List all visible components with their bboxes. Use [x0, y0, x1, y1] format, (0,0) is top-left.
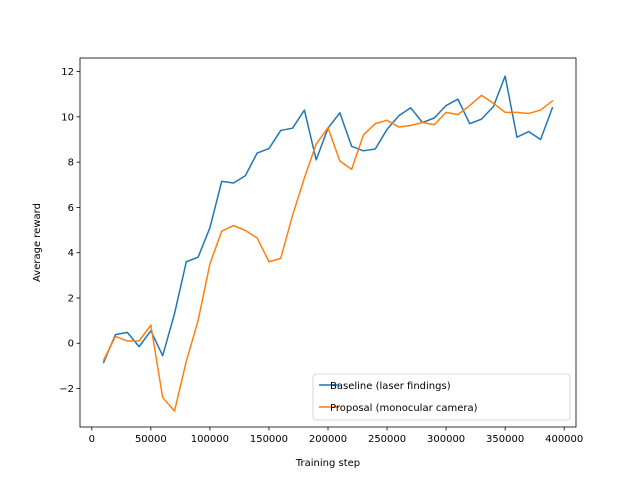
y-tick-label: 12: [61, 67, 74, 78]
series-line-1: [102, 94, 554, 412]
x-tick-label: 300000: [427, 434, 465, 445]
x-tick-label: 250000: [368, 434, 406, 445]
legend-frame: [312, 373, 571, 421]
y-tick-label: 8: [68, 158, 74, 169]
x-tick-label: 100000: [191, 434, 229, 445]
y-tick-label: −2: [59, 384, 74, 395]
y-axis-label: Average reward: [32, 203, 43, 282]
x-tick-label: 200000: [309, 434, 347, 445]
x-tick-label: 400000: [545, 434, 583, 445]
x-tick-label: 150000: [250, 434, 288, 445]
legend-label-proposal: Proposal (monocular camera): [330, 403, 478, 414]
y-tick-label: 0: [68, 339, 74, 350]
y-tick-label: 6: [68, 203, 74, 214]
y-tick-label: 4: [68, 248, 74, 259]
y-tick-label: 2: [68, 293, 74, 304]
x-tick-label: 350000: [486, 434, 524, 445]
x-axis-label: Training step: [295, 458, 360, 469]
x-axis-ticks: 0 50000 100000 150000 200000 250000 300000 3500…: [89, 427, 583, 445]
x-tick-label: 50000: [135, 434, 167, 445]
y-axis-ticks: −2 0 2 4 6 8 10 12: [59, 67, 80, 395]
x-tick-label: 0: [89, 434, 95, 445]
legend-label-baseline: Baseline (laser findings): [330, 381, 451, 392]
plot-area: [102, 75, 554, 412]
y-tick-label: 10: [61, 112, 74, 123]
legend: Baseline (laser findings) Proposal (mono…: [312, 373, 571, 421]
